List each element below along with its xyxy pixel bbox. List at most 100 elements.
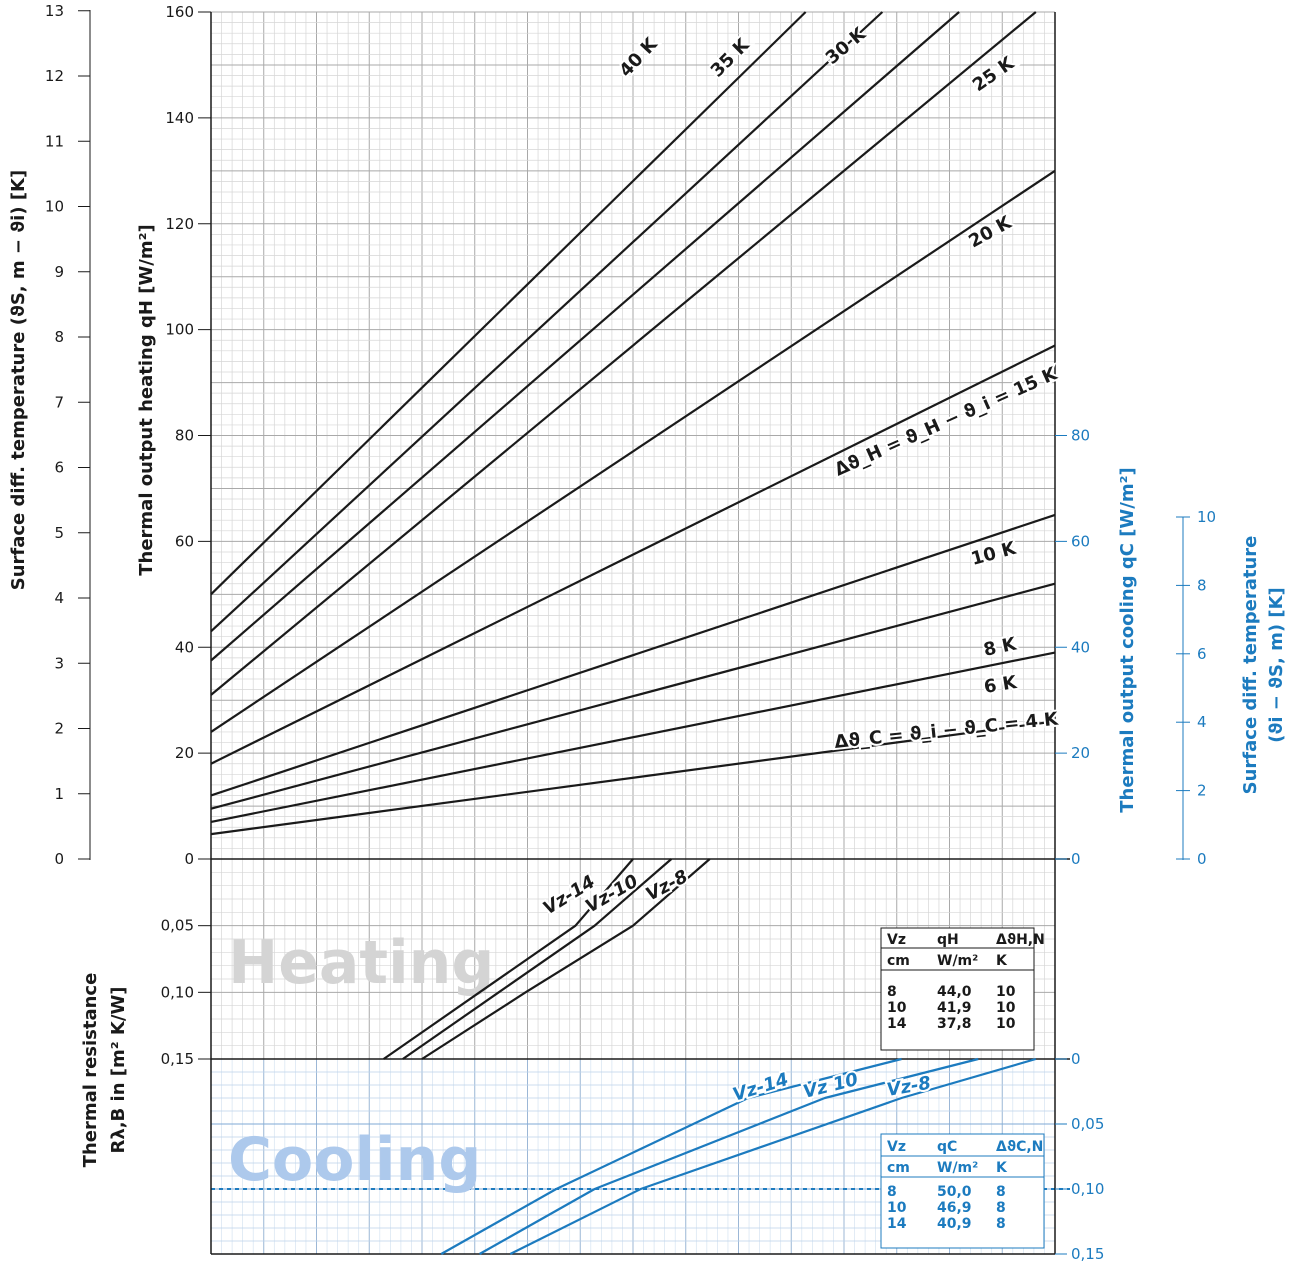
cooling-vz-curve-1	[479, 1057, 979, 1255]
right-inner-tick-label: 0	[1071, 850, 1081, 868]
cooling-table-unit-q: W/m²	[937, 1160, 978, 1176]
cooling-table-header-vz: Vz	[887, 1139, 906, 1155]
heating-table-cell: 10	[996, 1000, 1016, 1016]
heating-table-header-q: qH	[937, 932, 959, 948]
heating-table-cell: 44,0	[937, 984, 972, 1000]
left-inner-tick-label: 0	[184, 850, 194, 868]
heating-table-header-dt: ΔϑH,N	[996, 932, 1045, 948]
left-outer-tick-label: 6	[54, 459, 64, 477]
left-inner-axis-title: Thermal output heating qH [W/m²]	[136, 224, 157, 576]
heating-word: Heating	[228, 928, 494, 998]
curve-label-6k: 6 K	[982, 672, 1019, 698]
curve-label-20k: 20 K	[965, 212, 1016, 253]
resistance-axis-title-line2: Rλ,B in [m² K/W]	[108, 986, 129, 1153]
heating-curve-8	[210, 651, 1056, 824]
heating-table-unit-vz: cm	[887, 953, 910, 969]
cooling-table-cell: 8	[996, 1200, 1006, 1216]
curve-label-4k-visible: Δϑ_C = ϑ_i − ϑ_C = 4 K	[833, 708, 1060, 752]
heating-table-cell: 8	[887, 984, 897, 1000]
cooling-word: Cooling	[228, 1125, 481, 1195]
cooling-table-cell: 46,9	[937, 1200, 972, 1216]
heating-table: Vz qH ΔϑH,N cm W/m² K 8 44,0 10 10 41,9 …	[880, 927, 1045, 1051]
heating-curve-5	[210, 344, 1056, 765]
heating-curve-6	[210, 513, 1056, 797]
heating-curve-3	[210, 11, 1037, 696]
left-outer-tick-label: 13	[45, 2, 64, 20]
heating-curve-4	[210, 169, 1056, 733]
cooling-table-cell: 40,9	[937, 1216, 972, 1232]
heating-curve-1	[210, 11, 884, 633]
cooling-vz-curve-2	[509, 1057, 1037, 1255]
left-outer-tick-label: 1	[54, 785, 64, 803]
cooling-table-cell: 8	[996, 1184, 1006, 1200]
heating-table-cell: 14	[887, 1016, 907, 1032]
cooling-table-cell: 8	[996, 1216, 1006, 1232]
curve-label-35k: 35 K	[707, 34, 755, 82]
left-inner-tick-label: 160	[165, 3, 194, 21]
cooling-table-header-q: qC	[937, 1139, 957, 1155]
cooling-resistance-tick-label: 0,10	[1071, 1180, 1104, 1198]
left-outer-tick-label: 12	[45, 67, 64, 85]
left-outer-tick-label: 8	[54, 328, 64, 346]
left-outer-tick-label: 2	[54, 720, 64, 738]
left-outer-tick-label: 3	[54, 654, 64, 672]
right-outer-tick-label: 8	[1197, 576, 1207, 594]
curve-label-15k: Δϑ_H = ϑ_H − ϑ_i = 15 K	[831, 363, 1061, 481]
heating-table-unit-dt: K	[996, 953, 1008, 969]
cooling-table-cell: 10	[887, 1200, 907, 1216]
right-outer-tick-label: 0	[1197, 850, 1207, 868]
cooling-resistance-tick-label: 0	[1071, 1050, 1081, 1068]
cooling-table-unit-dt: K	[996, 1160, 1008, 1176]
heating-table-header-vz: Vz	[887, 932, 906, 948]
right-outer-tick-label: 10	[1197, 508, 1216, 526]
cooling-table-cell: 8	[887, 1184, 897, 1200]
curve-label-10k: 10 K	[969, 538, 1019, 570]
left-inner-tick-label: 140	[165, 109, 194, 127]
cooling-resistance-tick-label: 0,05	[1071, 1115, 1104, 1133]
resistance-tick-label: 0,15	[161, 1050, 194, 1068]
right-inner-axis-title: Thermal output cooling qC [W/m²]	[1117, 467, 1138, 812]
left-outer-tick-label: 5	[54, 524, 64, 542]
left-inner-tick-label: 20	[175, 744, 194, 762]
heating-table-unit-q: W/m²	[937, 953, 978, 969]
chart-frame	[210, 12, 1070, 1255]
right-inner-tick-label: 40	[1071, 638, 1090, 656]
right-outer-axis-title-line2: (ϑi − ϑS, m) [K]	[1266, 587, 1287, 743]
curve-label-8k: 8 K	[982, 633, 1019, 661]
heating-curve-7	[210, 582, 1056, 810]
left-inner-tick-label: 120	[165, 215, 194, 233]
cooling-table-header-dt: ΔϑC,N	[996, 1139, 1043, 1155]
right-outer-tick-label: 4	[1197, 713, 1207, 731]
right-inner-tick-label: 80	[1071, 427, 1090, 445]
cooling-table-cell: 14	[887, 1216, 907, 1232]
cooling-resistance-tick-label: 0,15	[1071, 1245, 1104, 1263]
left-inner-tick-label: 40	[175, 638, 194, 656]
cooling-vz-curve-0	[440, 1057, 902, 1255]
resistance-tick-label: 0,10	[161, 983, 194, 1001]
cooling-table-unit-vz: cm	[887, 1160, 910, 1176]
heating-curve-2	[210, 11, 960, 662]
left-outer-tick-label: 10	[45, 198, 64, 216]
left-inner-tick-label: 80	[175, 427, 194, 445]
left-outer-tick-label: 7	[54, 393, 64, 411]
left-outer-axis-title: Surface diff. temperature (ϑS, m − ϑi) […	[8, 170, 29, 591]
heating-vz-curve-1	[402, 858, 673, 1060]
heating-table-cell: 37,8	[937, 1016, 972, 1032]
left-inner-tick-label: 60	[175, 532, 194, 550]
left-outer-tick-label: 4	[54, 589, 64, 607]
heating-table-cell: 41,9	[937, 1000, 972, 1016]
heating-vz-curve-0	[383, 858, 634, 1060]
grid	[210, 11, 1070, 1255]
right-inner-tick-label: 60	[1071, 532, 1090, 550]
resistance-axis-title-line1: Thermal resistance	[80, 973, 101, 1168]
left-inner-tick-label: 100	[165, 321, 194, 339]
heating-vz8-label: Vz-8	[642, 866, 691, 905]
right-outer-axis-title-line1: Surface diff. temperature	[1240, 536, 1261, 795]
heating-table-cell: 10	[996, 984, 1016, 1000]
tick-labels: 0123456789101112130204060801001201401600…	[45, 2, 1216, 1263]
cooling-table: Vz qC ΔϑC,N cm W/m² K 8 50,0 8 10 46,9 8…	[880, 1133, 1045, 1249]
heating-vz-curve-2	[421, 858, 711, 1060]
heating-table-cell: 10	[887, 1000, 907, 1016]
curves	[210, 11, 1056, 1255]
